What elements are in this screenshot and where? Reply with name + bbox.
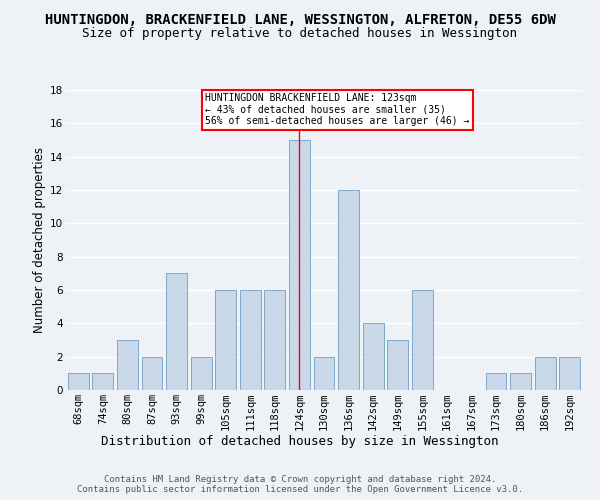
Bar [535,356,556,390]
Y-axis label: Number of detached properties: Number of detached properties [33,147,46,333]
Text: Contains HM Land Registry data © Crown copyright and database right 2024.
Contai: Contains HM Land Registry data © Crown c… [77,475,523,494]
Bar [510,374,531,390]
Bar [387,340,408,390]
Bar [485,374,506,390]
Bar [191,356,212,390]
Bar [362,324,383,390]
Bar [92,374,113,390]
Bar [117,340,138,390]
Text: Distribution of detached houses by size in Wessington: Distribution of detached houses by size … [101,435,499,448]
Text: HUNTINGDON BRACKENFIELD LANE: 123sqm
← 43% of detached houses are smaller (35)
5: HUNTINGDON BRACKENFIELD LANE: 123sqm ← 4… [205,93,470,126]
Bar [559,356,580,390]
Bar [412,290,433,390]
Text: HUNTINGDON, BRACKENFIELD LANE, WESSINGTON, ALFRETON, DE55 6DW: HUNTINGDON, BRACKENFIELD LANE, WESSINGTO… [44,12,556,26]
Bar [265,290,286,390]
Text: Size of property relative to detached houses in Wessington: Size of property relative to detached ho… [83,28,517,40]
Bar [166,274,187,390]
Bar [142,356,163,390]
Bar [289,140,310,390]
Bar [68,374,89,390]
Bar [240,290,261,390]
Bar [215,290,236,390]
Bar [314,356,334,390]
Bar [338,190,359,390]
